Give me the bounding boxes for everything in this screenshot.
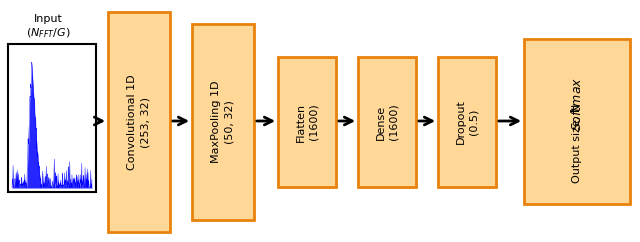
FancyBboxPatch shape xyxy=(192,24,254,220)
Text: Convolutional 1D
(253, 32): Convolutional 1D (253, 32) xyxy=(127,74,150,170)
FancyBboxPatch shape xyxy=(108,12,170,232)
FancyBboxPatch shape xyxy=(8,44,96,192)
FancyBboxPatch shape xyxy=(438,57,496,187)
Text: Dropout
(0.5): Dropout (0.5) xyxy=(456,99,479,144)
Text: MaxPooling 1D
(50, 32): MaxPooling 1D (50, 32) xyxy=(211,81,235,163)
FancyBboxPatch shape xyxy=(524,39,630,204)
Text: Dense
(1600): Dense (1600) xyxy=(376,104,399,140)
Text: $\mathit{Softmax}$: $\mathit{Softmax}$ xyxy=(570,76,584,131)
FancyBboxPatch shape xyxy=(278,57,336,187)
Text: Input
$(N_{FFT}/G)$: Input $(N_{FFT}/G)$ xyxy=(26,14,70,39)
FancyBboxPatch shape xyxy=(358,57,416,187)
Text: Flatten
(1600): Flatten (1600) xyxy=(296,102,319,142)
Text: Output size, N: Output size, N xyxy=(572,104,582,183)
